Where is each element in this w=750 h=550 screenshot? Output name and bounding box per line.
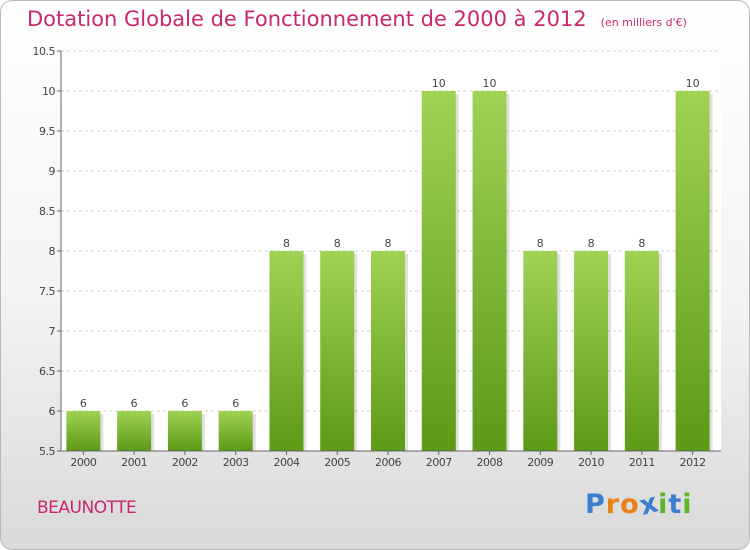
bar-value-label: 6: [181, 397, 188, 410]
bar: [320, 251, 355, 451]
bars: 6 6 6 6 8 8 8 10 10 8 8 8 10: [66, 77, 713, 451]
x-tick-label: 2008: [477, 456, 503, 469]
y-tick-label: 9: [49, 165, 56, 178]
bar: [167, 411, 202, 451]
x-tick-label: 2011: [629, 456, 655, 469]
proxiti-logo[interactable]: Proxiti: [585, 487, 693, 522]
bar-value-label: 6: [232, 397, 239, 410]
x-tick-label: 2006: [375, 456, 401, 469]
x-tick-label: 2000: [70, 456, 96, 469]
x-tick-label: 2005: [324, 456, 350, 469]
chart-title: Dotation Globale de Fonctionnement de 20…: [27, 7, 687, 31]
logo-letter: i: [658, 489, 669, 520]
bar: [574, 251, 609, 451]
x-tick-label: 2003: [223, 456, 249, 469]
bar: [472, 91, 507, 451]
y-tick-label: 6.5: [39, 365, 55, 378]
bar-value-label: 6: [131, 397, 138, 410]
y-tick-label: 7: [49, 325, 56, 338]
y-tick-label: 10: [42, 85, 55, 98]
chart-title-text: Dotation Globale de Fonctionnement de 20…: [27, 7, 587, 31]
bar-value-label: 8: [334, 237, 341, 250]
bar: [421, 91, 456, 451]
chart-subtitle: (en milliers d'€): [600, 16, 687, 29]
bar-value-label: 8: [588, 237, 595, 250]
bar-value-label: 10: [686, 77, 700, 90]
logo-letter: t: [668, 489, 683, 520]
logo-letter: r: [605, 489, 621, 520]
y-tick-label: 8.5: [39, 205, 55, 218]
x-tick-label: 2004: [273, 456, 299, 469]
x-tick-label: 2001: [121, 456, 147, 469]
logo-letter: P: [585, 489, 606, 520]
x-tick-label: 2010: [578, 456, 604, 469]
bar-value-label: 10: [432, 77, 446, 90]
commune-name: BEAUNOTTE: [37, 498, 137, 518]
bar: [675, 91, 710, 451]
y-tick-label: 8: [49, 245, 56, 258]
bar: [117, 411, 152, 451]
y-tick-label: 5.5: [39, 445, 55, 458]
bar: [66, 411, 101, 451]
bar-value-label: 8: [385, 237, 392, 250]
bar: [371, 251, 405, 451]
bar-value-label: 8: [283, 237, 290, 250]
x-tick-label: 2009: [527, 456, 553, 469]
logo-letter: o: [620, 489, 640, 520]
x-tick-label: 2002: [172, 456, 198, 469]
bar: [218, 411, 253, 451]
y-axis: 5.5 6 6.5 7 7.5 8 8.5 9 9.5 10 10.5: [33, 45, 61, 458]
bar-value-label: 8: [537, 237, 544, 250]
bar-value-label: 10: [483, 77, 497, 90]
bar-value-label: 8: [638, 237, 645, 250]
bar-value-label: 6: [80, 397, 87, 410]
bar: [269, 251, 304, 451]
bar: [523, 251, 558, 451]
x-axis: 2000 2001 2002 2003 2004 2005 2006 2007 2008 2009…: [70, 451, 706, 469]
x-tick-label: 2012: [680, 456, 706, 469]
y-tick-label: 9.5: [39, 125, 55, 138]
y-tick-label: 10.5: [33, 45, 56, 58]
x-tick-label: 2007: [426, 456, 452, 469]
y-tick-label: 6: [49, 405, 56, 418]
logo-letter: i: [682, 489, 693, 520]
y-tick-label: 7.5: [39, 285, 55, 298]
bar: [624, 251, 659, 451]
